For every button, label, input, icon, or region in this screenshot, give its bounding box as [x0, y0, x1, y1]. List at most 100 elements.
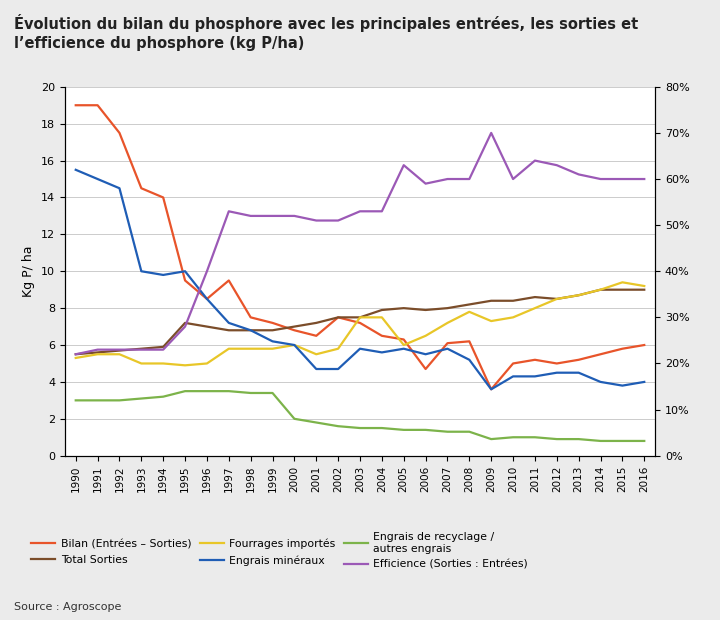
Fourrages importés [487, 317, 495, 325]
Efficience (Sorties : Entrées): (2.01e+03, 0.61): Entrées): (2.01e+03, 0.61) [575, 170, 583, 178]
Total Sorties [640, 286, 649, 293]
Efficience (Sorties : Entrées): (2.01e+03, 0.6): Entrées): (2.01e+03, 0.6) [509, 175, 518, 183]
Engrais de recyclage /
autres engrais [181, 388, 189, 395]
Fourrages importés [618, 278, 626, 286]
Efficience (Sorties : Entrées): (2e+03, 0.53): Entrées): (2e+03, 0.53) [356, 208, 364, 215]
Bilan (Entrées – Sorties) [115, 129, 124, 136]
Bilan (Entrées – Sorties) [618, 345, 626, 352]
Engrais de recyclage /
autres engrais [115, 397, 124, 404]
Engrais de recyclage /
autres engrais [356, 424, 364, 432]
Line: Bilan (Entrées – Sorties): Bilan (Entrées – Sorties) [76, 105, 644, 389]
Bilan (Entrées – Sorties) [377, 332, 386, 340]
Fourrages importés [290, 341, 299, 348]
Y-axis label: Kg P/ ha: Kg P/ ha [22, 246, 35, 297]
Bilan (Entrées – Sorties) [202, 295, 211, 303]
Efficience (Sorties : Entrées): (2e+03, 0.28): Entrées): (2e+03, 0.28) [181, 323, 189, 330]
Engrais minéraux [246, 327, 255, 334]
Engrais minéraux [181, 267, 189, 275]
Engrais de recyclage /
autres engrais [421, 426, 430, 433]
Engrais minéraux [312, 365, 320, 373]
Efficience (Sorties : Entrées): (1.99e+03, 0.23): Entrées): (1.99e+03, 0.23) [94, 346, 102, 353]
Engrais minéraux [487, 386, 495, 393]
Fourrages importés [115, 350, 124, 358]
Bilan (Entrées – Sorties) [465, 338, 474, 345]
Bilan (Entrées – Sorties) [640, 341, 649, 348]
Fourrages importés [356, 314, 364, 321]
Fourrages importés [159, 360, 168, 367]
Engrais minéraux [552, 369, 561, 376]
Total Sorties [400, 304, 408, 312]
Efficience (Sorties : Entrées): (2e+03, 0.4): Entrées): (2e+03, 0.4) [202, 267, 211, 275]
Engrais minéraux [71, 166, 80, 174]
Bilan (Entrées – Sorties) [443, 340, 451, 347]
Engrais de recyclage /
autres engrais [246, 389, 255, 397]
Efficience (Sorties : Entrées): (1.99e+03, 0.23): Entrées): (1.99e+03, 0.23) [115, 346, 124, 353]
Fourrages importés [334, 345, 343, 352]
Bilan (Entrées – Sorties) [400, 336, 408, 343]
Total Sorties [202, 323, 211, 330]
Total Sorties [377, 306, 386, 314]
Engrais de recyclage /
autres engrais [531, 433, 539, 441]
Engrais de recyclage /
autres engrais [290, 415, 299, 423]
Total Sorties [246, 327, 255, 334]
Total Sorties [159, 343, 168, 350]
Total Sorties [465, 301, 474, 308]
Efficience (Sorties : Entrées): (2e+03, 0.63): Entrées): (2e+03, 0.63) [400, 161, 408, 169]
Total Sorties [181, 319, 189, 327]
Engrais minéraux [356, 345, 364, 352]
Bilan (Entrées – Sorties) [246, 314, 255, 321]
Line: Total Sorties: Total Sorties [76, 290, 644, 354]
Fourrages importés [443, 319, 451, 327]
Total Sorties [356, 314, 364, 321]
Total Sorties [618, 286, 626, 293]
Efficience (Sorties : Entrées): (2.01e+03, 0.59): Entrées): (2.01e+03, 0.59) [421, 180, 430, 187]
Fourrages importés [377, 314, 386, 321]
Total Sorties [487, 297, 495, 304]
Efficience (Sorties : Entrées): (1.99e+03, 0.22): Entrées): (1.99e+03, 0.22) [71, 350, 80, 358]
Engrais de recyclage /
autres engrais [596, 437, 605, 445]
Bilan (Entrées – Sorties) [312, 332, 320, 340]
Efficience (Sorties : Entrées): (2e+03, 0.51): Entrées): (2e+03, 0.51) [334, 217, 343, 224]
Engrais minéraux [202, 295, 211, 303]
Total Sorties [531, 293, 539, 301]
Total Sorties [552, 295, 561, 303]
Engrais minéraux [575, 369, 583, 376]
Engrais minéraux [443, 345, 451, 352]
Engrais de recyclage /
autres engrais [71, 397, 80, 404]
Fourrages importés [225, 345, 233, 352]
Engrais de recyclage /
autres engrais [225, 388, 233, 395]
Total Sorties [334, 314, 343, 321]
Fourrages importés [137, 360, 145, 367]
Efficience (Sorties : Entrées): (2e+03, 0.52): Entrées): (2e+03, 0.52) [269, 212, 277, 219]
Line: Engrais de recyclage /
autres engrais: Engrais de recyclage / autres engrais [76, 391, 644, 441]
Engrais minéraux [115, 185, 124, 192]
Engrais minéraux [290, 341, 299, 348]
Fourrages importés [202, 360, 211, 367]
Efficience (Sorties : Entrées): (2.01e+03, 0.6): Entrées): (2.01e+03, 0.6) [465, 175, 474, 183]
Engrais de recyclage /
autres engrais [509, 433, 518, 441]
Fourrages importés [312, 350, 320, 358]
Engrais minéraux [334, 365, 343, 373]
Bilan (Entrées – Sorties) [290, 327, 299, 334]
Line: Engrais minéraux: Engrais minéraux [76, 170, 644, 389]
Fourrages importés [596, 286, 605, 293]
Efficience (Sorties : Entrées): (2.01e+03, 0.6): Entrées): (2.01e+03, 0.6) [596, 175, 605, 183]
Bilan (Entrées – Sorties) [94, 102, 102, 109]
Total Sorties [290, 323, 299, 330]
Engrais de recyclage /
autres engrais [334, 422, 343, 430]
Bilan (Entrées – Sorties) [575, 356, 583, 363]
Efficience (Sorties : Entrées): (1.99e+03, 0.23): Entrées): (1.99e+03, 0.23) [159, 346, 168, 353]
Bilan (Entrées – Sorties) [531, 356, 539, 363]
Fourrages importés [575, 291, 583, 299]
Engrais de recyclage /
autres engrais [575, 435, 583, 443]
Fourrages importés [465, 308, 474, 316]
Total Sorties [443, 304, 451, 312]
Bilan (Entrées – Sorties) [181, 277, 189, 284]
Engrais de recyclage /
autres engrais [312, 418, 320, 426]
Bilan (Entrées – Sorties) [421, 365, 430, 373]
Bilan (Entrées – Sorties) [356, 319, 364, 327]
Engrais de recyclage /
autres engrais [465, 428, 474, 435]
Engrais minéraux [531, 373, 539, 380]
Engrais de recyclage /
autres engrais [487, 435, 495, 443]
Engrais minéraux [94, 175, 102, 183]
